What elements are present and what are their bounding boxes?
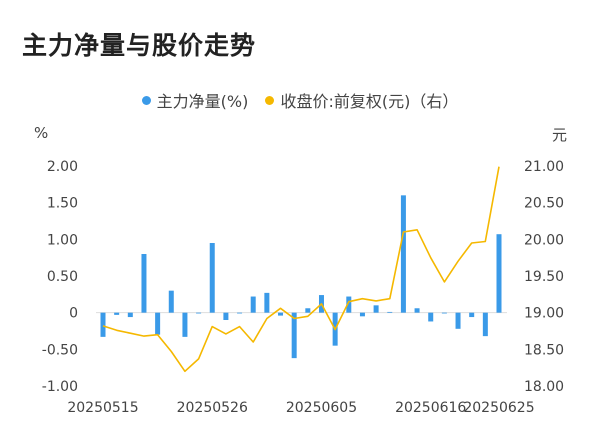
right-axis-tick-label: 19.50 — [524, 269, 564, 285]
legend-item-close-price[interactable]: 收盘价:前复权(元)（右） — [265, 88, 458, 112]
bar — [209, 243, 215, 313]
right-axis-tick-label: 19.00 — [524, 306, 564, 322]
legend-label-line: 收盘价:前复权(元)（右） — [280, 92, 459, 111]
bar — [455, 312, 461, 329]
bar — [387, 311, 393, 313]
bar — [428, 312, 434, 322]
bar — [127, 312, 133, 318]
x-axis-tick-label: 20250515 — [67, 400, 138, 416]
right-axis-tick-label: 18.50 — [524, 342, 564, 358]
x-axis-tick-label: 20250625 — [463, 400, 534, 416]
bar — [305, 308, 311, 313]
left-axis-tick-label: 2.00 — [47, 159, 78, 175]
left-axis-tick-label: 1.00 — [47, 232, 78, 248]
left-axis-tick-label: 1.50 — [47, 196, 78, 212]
bar — [100, 312, 106, 337]
x-axis-tick-label: 20250526 — [177, 400, 248, 416]
left-axis-unit: % — [34, 124, 49, 142]
bar — [414, 308, 420, 313]
bar — [359, 312, 365, 317]
right-axis-tick-label: 18.00 — [524, 379, 564, 395]
bar — [250, 296, 256, 313]
left-axis-tick-label: -0.50 — [42, 342, 78, 358]
legend-marker-line — [265, 95, 275, 105]
bar — [400, 195, 406, 313]
chart-title: 主力净量与股价走势 — [22, 31, 257, 60]
bar — [155, 312, 161, 335]
bar — [482, 312, 488, 337]
bar — [373, 305, 379, 313]
bar — [196, 312, 202, 314]
x-axis-tick-label: 20250616 — [395, 400, 466, 416]
bar — [141, 254, 147, 313]
right-axis-tick-label: 20.50 — [524, 196, 564, 212]
right-axis-tick-label: 20.00 — [524, 232, 564, 248]
bar — [182, 312, 188, 337]
legend-item-main-net-volume[interactable]: 主力净量(%) — [141, 88, 249, 112]
bar — [278, 312, 284, 316]
bar — [441, 312, 447, 314]
legend-marker-bar — [141, 95, 151, 105]
price-line — [102, 166, 500, 373]
bar — [469, 312, 475, 318]
bar — [114, 312, 120, 315]
bar — [237, 312, 243, 314]
legend-label-bar: 主力净量(%) — [156, 92, 249, 111]
left-axis-tick-label: 0 — [69, 306, 78, 322]
right-axis-tick-label: 21.00 — [524, 159, 564, 175]
bar — [346, 296, 352, 313]
bar — [223, 312, 229, 320]
right-axis-unit: 元 — [552, 126, 568, 144]
bar — [264, 292, 270, 313]
left-axis-tick-label: -1.00 — [42, 379, 78, 395]
legend: 主力净量(%) 收盘价:前复权(元)（右） — [0, 88, 600, 112]
bar — [496, 234, 502, 313]
x-axis-tick-label: 20250605 — [286, 400, 357, 416]
bar — [291, 312, 297, 359]
bar — [168, 290, 174, 313]
left-axis-tick-label: 0.50 — [47, 269, 78, 285]
